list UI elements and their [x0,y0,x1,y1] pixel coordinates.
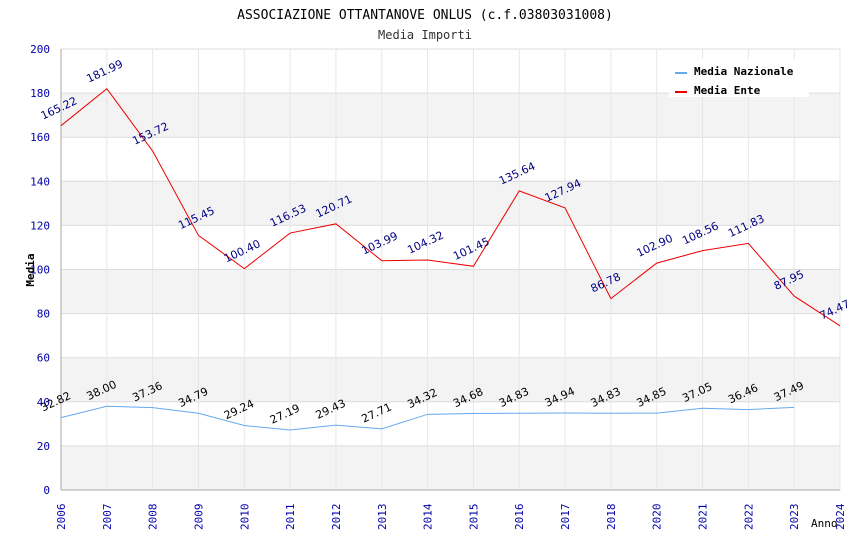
x-tick-label: 2017 [559,504,572,531]
plot-background [61,49,840,490]
y-tick-label: 100 [30,264,50,277]
series-line-media-nazionale [60,405,795,431]
x-tick-label: 2015 [467,504,480,531]
x-tick-label: 2016 [513,504,526,531]
y-tick-label: 40 [37,396,50,409]
y-tick-labels: 0 20 40 60 80 100 120 140 160 180 200 [30,43,50,497]
x-axis-label: Anno [811,517,838,530]
x-tick-label: 2021 [697,504,710,531]
y-tick-label: 120 [30,219,50,232]
y-tick-label: 140 [30,175,50,188]
grid-band [61,181,840,226]
x-tick-label: 2006 [55,504,68,531]
legend-label-nazionale: Media Nazionale [694,65,794,78]
y-tick-label: 160 [30,131,50,144]
y-tick-label: 200 [30,43,50,56]
chart-title: ASSOCIAZIONE OTTANTANOVE ONLUS (c.f.0380… [237,8,613,23]
grid-band [61,225,840,270]
legend-box [669,59,809,97]
x-tick-labels: 2006 2007 2008 2009 2010 2011 2012 2013 2014 2015… [55,503,847,530]
x-tick-label: 2012 [330,504,343,531]
legend-label-ente: Media Ente [694,84,761,97]
y-axis-label: Media [24,253,37,286]
y-tick-label: 60 [37,352,50,365]
axes [60,49,840,491]
x-tick-label: 2011 [284,504,297,531]
y-tick-label: 20 [37,440,50,453]
grid-band [61,269,840,314]
x-tick-label: 2020 [651,504,664,531]
x-tick-label: 2010 [238,504,251,531]
x-tick-label: 2008 [147,504,160,531]
x-tick-label: 2013 [376,504,389,531]
grid-band [61,357,840,402]
y-tick-label: 80 [37,308,50,321]
y-tick-label: 180 [30,87,50,100]
x-tick-label: 2022 [742,504,755,531]
chart-subtitle: Media Importi [378,28,472,42]
x-tick-label: 2018 [605,504,618,531]
x-tick-label: 2024 [834,503,847,530]
grid-band [61,313,840,358]
series-lines [60,87,841,431]
grid-band [61,401,840,446]
grid-band [61,93,840,138]
x-tick-label: 2009 [192,504,205,531]
x-tick-label: 2014 [422,503,435,530]
grid-band [61,445,840,490]
x-tick-label: 2007 [101,504,114,531]
legend: Media Nazionale Media Ente [669,59,809,97]
grid-band [61,137,840,182]
y-tick-label: 0 [43,484,50,497]
x-tick-label: 2023 [788,504,801,531]
series-line-media-ente [60,87,841,327]
